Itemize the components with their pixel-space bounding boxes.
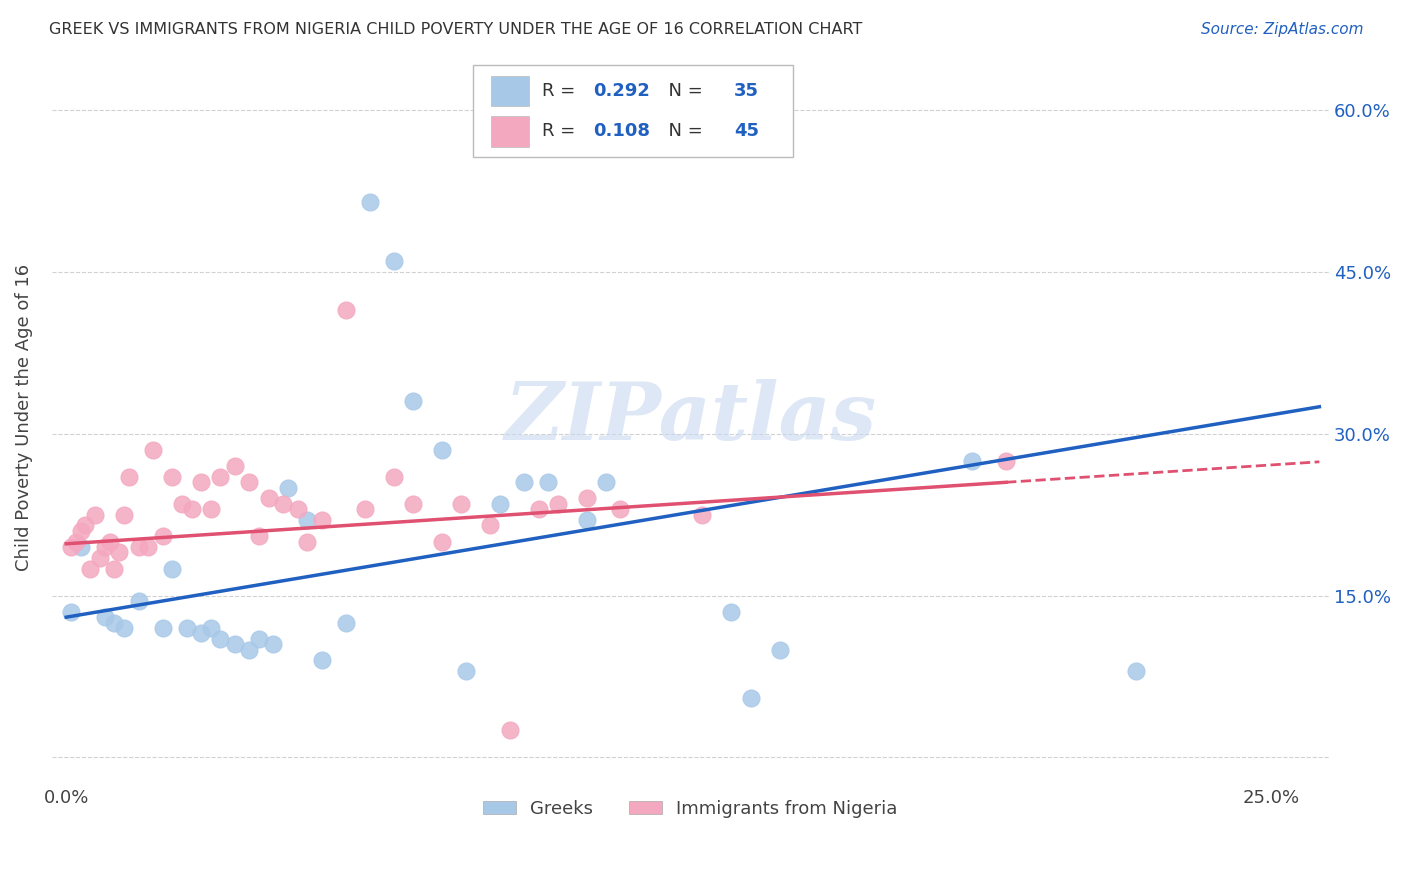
Point xyxy=(575,513,598,527)
Point xyxy=(257,491,280,506)
Point xyxy=(60,540,83,554)
Text: R =: R = xyxy=(543,82,581,100)
Point xyxy=(402,394,425,409)
Point xyxy=(75,518,97,533)
Point xyxy=(247,632,270,646)
Point xyxy=(335,302,357,317)
Point xyxy=(128,594,150,608)
Point xyxy=(200,502,222,516)
Point xyxy=(311,513,333,527)
Point xyxy=(98,534,121,549)
Point xyxy=(190,475,212,490)
Point xyxy=(498,723,520,738)
Point xyxy=(238,475,260,490)
Point xyxy=(69,524,91,538)
Point xyxy=(128,540,150,554)
Point xyxy=(595,475,617,490)
Text: N =: N = xyxy=(657,122,709,140)
Point xyxy=(209,470,232,484)
Point xyxy=(430,442,453,457)
Point xyxy=(89,550,111,565)
Point xyxy=(262,637,284,651)
Point xyxy=(527,502,550,516)
Point xyxy=(295,534,318,549)
Point xyxy=(112,621,135,635)
Point xyxy=(382,470,405,484)
Point xyxy=(136,540,159,554)
Point xyxy=(190,626,212,640)
Point xyxy=(103,615,125,630)
Point xyxy=(354,502,377,516)
Legend: Greeks, Immigrants from Nigeria: Greeks, Immigrants from Nigeria xyxy=(474,790,907,827)
Point xyxy=(271,497,294,511)
Point xyxy=(112,508,135,522)
Point xyxy=(287,502,309,516)
Point xyxy=(200,621,222,635)
Point xyxy=(142,442,165,457)
Point xyxy=(180,502,202,516)
Point xyxy=(547,497,569,511)
Point xyxy=(69,540,91,554)
Point xyxy=(108,545,131,559)
Point xyxy=(94,540,117,554)
Point xyxy=(295,513,318,527)
Point xyxy=(277,481,299,495)
Point xyxy=(513,475,536,490)
Point xyxy=(162,561,184,575)
Point xyxy=(359,194,381,209)
Point xyxy=(1125,664,1147,678)
Point xyxy=(118,470,141,484)
Text: 35: 35 xyxy=(734,82,759,100)
Point xyxy=(740,691,762,706)
Point xyxy=(609,502,631,516)
Point xyxy=(768,642,790,657)
Point xyxy=(60,605,83,619)
Point xyxy=(430,534,453,549)
FancyBboxPatch shape xyxy=(491,76,530,106)
Point xyxy=(224,637,246,651)
Point xyxy=(79,561,101,575)
Text: 0.108: 0.108 xyxy=(593,122,651,140)
Y-axis label: Child Poverty Under the Age of 16: Child Poverty Under the Age of 16 xyxy=(15,264,32,571)
Text: 0.292: 0.292 xyxy=(593,82,650,100)
Point xyxy=(720,605,742,619)
Point xyxy=(311,653,333,667)
Point xyxy=(479,518,502,533)
Point xyxy=(176,621,198,635)
Point xyxy=(489,497,512,511)
Text: GREEK VS IMMIGRANTS FROM NIGERIA CHILD POVERTY UNDER THE AGE OF 16 CORRELATION C: GREEK VS IMMIGRANTS FROM NIGERIA CHILD P… xyxy=(49,22,863,37)
Point xyxy=(995,453,1018,467)
Point xyxy=(170,497,193,511)
Point xyxy=(84,508,107,522)
FancyBboxPatch shape xyxy=(491,116,530,147)
Point xyxy=(162,470,184,484)
Point xyxy=(103,561,125,575)
Point xyxy=(209,632,232,646)
Text: R =: R = xyxy=(543,122,581,140)
Point xyxy=(450,497,472,511)
Point xyxy=(247,529,270,543)
Point xyxy=(575,491,598,506)
Text: Source: ZipAtlas.com: Source: ZipAtlas.com xyxy=(1201,22,1364,37)
Point xyxy=(382,254,405,268)
Point xyxy=(238,642,260,657)
Point xyxy=(335,615,357,630)
Point xyxy=(402,497,425,511)
Point xyxy=(224,459,246,474)
Point xyxy=(537,475,560,490)
Point xyxy=(152,621,174,635)
Point xyxy=(456,664,478,678)
Point xyxy=(152,529,174,543)
FancyBboxPatch shape xyxy=(474,65,793,157)
Point xyxy=(962,453,984,467)
Text: 45: 45 xyxy=(734,122,759,140)
Point xyxy=(692,508,714,522)
Point xyxy=(94,610,117,624)
Text: ZIPatlas: ZIPatlas xyxy=(505,379,876,457)
Point xyxy=(65,534,87,549)
Text: N =: N = xyxy=(657,82,709,100)
